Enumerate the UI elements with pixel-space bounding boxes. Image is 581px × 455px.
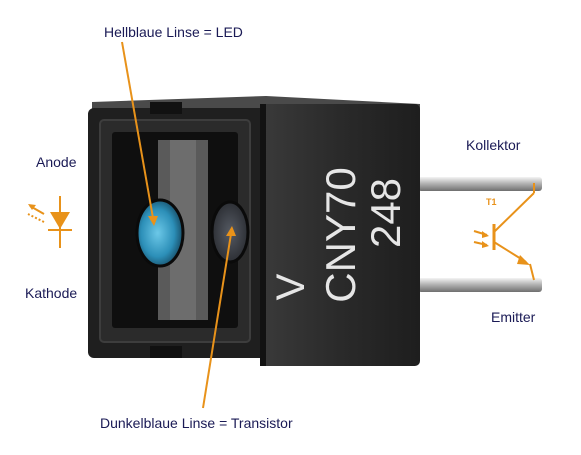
transistor-lens-label: Dunkelblaue Linse = Transistor xyxy=(100,415,293,431)
component-pins xyxy=(418,177,542,292)
collector-pin xyxy=(418,177,542,191)
led-diode-symbol xyxy=(27,196,72,248)
collector-label: Kollektor xyxy=(466,137,521,153)
top-notch xyxy=(150,102,182,114)
component-side-body xyxy=(260,104,420,366)
transistor-symbol-label: T1 xyxy=(486,197,497,207)
bottom-notch xyxy=(150,346,182,358)
marking-code: 248 xyxy=(362,178,409,248)
led-leader-line xyxy=(121,41,154,219)
marking-type: CNY70 xyxy=(317,167,364,302)
emitter-pin xyxy=(418,278,542,292)
anode-label: Anode xyxy=(36,154,77,170)
phototransistor-symbol xyxy=(473,183,535,281)
emitter-label: Emitter xyxy=(491,309,536,325)
led-lens xyxy=(135,198,185,268)
marking-logo: V xyxy=(269,273,313,300)
transistor-leader-line xyxy=(202,233,232,409)
cathode-label: Kathode xyxy=(25,285,78,301)
leader-lines xyxy=(121,41,236,409)
led-lens-label: Hellblaue Linse = LED xyxy=(104,24,243,40)
